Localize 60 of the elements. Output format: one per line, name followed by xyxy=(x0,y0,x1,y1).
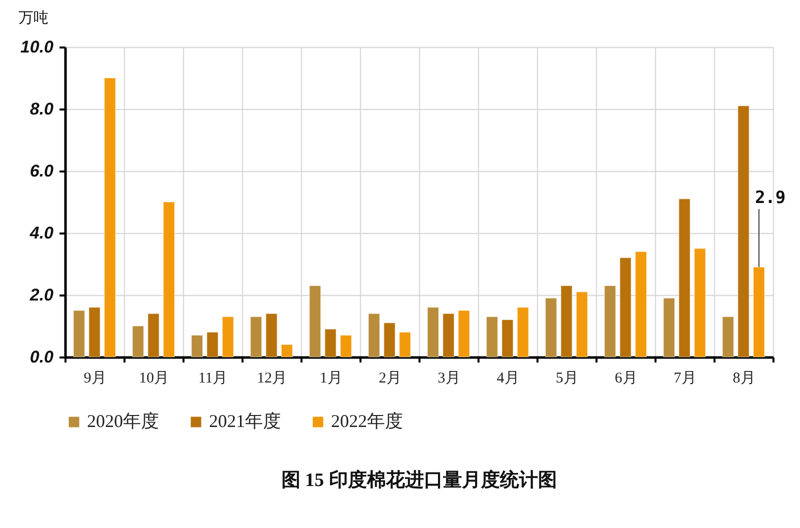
bar xyxy=(132,326,144,358)
bar xyxy=(442,313,454,358)
legend-label: 2020年度 xyxy=(87,411,159,431)
legend-label: 2022年度 xyxy=(331,411,403,431)
bar xyxy=(545,298,557,358)
x-tick-label: 9月 xyxy=(84,370,106,386)
bar xyxy=(324,328,336,358)
bar xyxy=(384,322,396,358)
bar xyxy=(722,316,734,358)
legend-label: 2021年度 xyxy=(209,411,281,431)
bar xyxy=(148,313,160,358)
y-tick-label: 6.0 xyxy=(30,162,54,180)
text: 图 15 印度棉花进口量月度统计图 xyxy=(281,469,557,491)
x-tick-label: 10月 xyxy=(139,370,169,386)
bar xyxy=(399,332,411,358)
bar xyxy=(620,258,632,358)
bar xyxy=(250,316,262,358)
bar xyxy=(502,320,514,358)
bar xyxy=(517,307,529,358)
x-tick-label: 8月 xyxy=(732,370,756,386)
bar xyxy=(738,106,750,358)
bar xyxy=(560,285,572,358)
bar xyxy=(309,285,321,358)
data-label: 2.9 xyxy=(754,188,786,208)
bar xyxy=(222,316,234,358)
bar xyxy=(191,335,203,358)
x-tick-label: 6月 xyxy=(614,370,638,386)
bar xyxy=(281,344,293,358)
x-tick-label: 11月 xyxy=(198,370,228,386)
bar xyxy=(604,285,616,358)
bar xyxy=(88,307,100,358)
x-tick-label: 5月 xyxy=(556,370,578,386)
bar xyxy=(458,310,470,358)
bar xyxy=(576,292,588,358)
bar xyxy=(340,335,352,358)
x-tick-label: 3月 xyxy=(438,370,460,386)
y-tick-label: 2.0 xyxy=(28,286,54,304)
x-tick-label: 12月 xyxy=(257,370,287,386)
bar xyxy=(206,332,218,358)
y-tick-label: 0.0 xyxy=(30,348,54,366)
x-tick-label: 4月 xyxy=(496,370,520,386)
bar xyxy=(678,198,690,358)
y-axis-title: 万吨 xyxy=(18,10,48,26)
bar xyxy=(486,316,498,358)
y-tick-label: 10.0 xyxy=(20,38,54,56)
y-tick-label: 4.0 xyxy=(28,224,54,242)
bar xyxy=(163,202,175,358)
y-tick-label: 8.0 xyxy=(30,100,54,118)
bar xyxy=(635,251,647,358)
bar xyxy=(427,307,439,358)
bar xyxy=(104,78,116,358)
bar xyxy=(694,248,706,358)
bar xyxy=(663,298,675,358)
bar xyxy=(73,310,85,358)
bar xyxy=(368,313,380,358)
x-tick-label: 2月 xyxy=(378,370,402,386)
x-tick-label: 1月 xyxy=(320,370,342,386)
bar xyxy=(266,313,278,358)
x-tick-label: 7月 xyxy=(674,370,696,386)
bar xyxy=(753,266,765,358)
